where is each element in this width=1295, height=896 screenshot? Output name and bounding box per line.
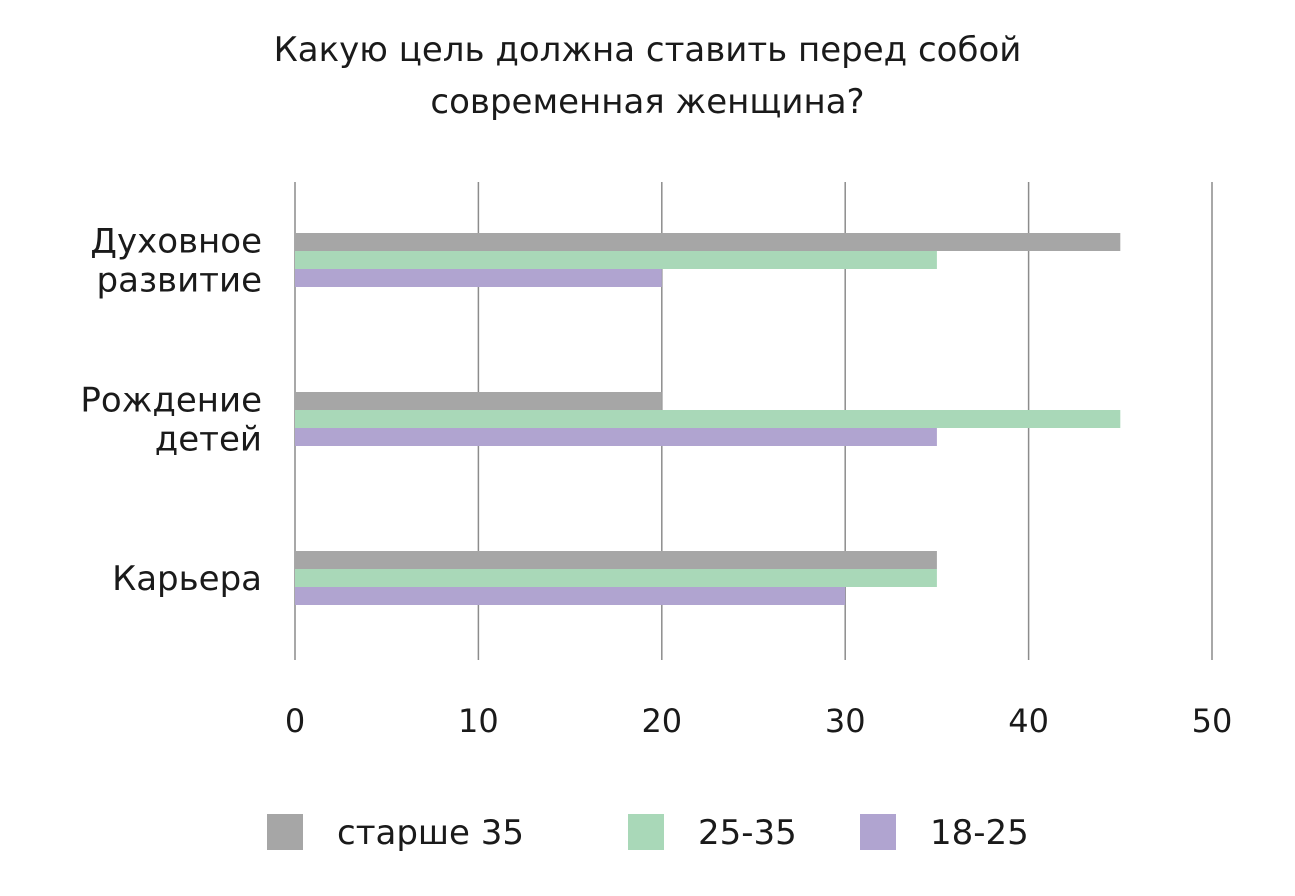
bar-cat2-series0	[295, 551, 937, 569]
x-tick-label-40: 40	[1008, 702, 1049, 740]
chart-title: Какую цель должна ставить перед собой со…	[0, 24, 1295, 128]
legend-swatch-1	[628, 814, 664, 850]
bar-cat2-series2	[295, 587, 846, 605]
x-tick-label-30: 30	[825, 702, 866, 740]
x-tick-labels: 0 10 20 30 40 50	[285, 702, 1233, 740]
x-tick-label-0: 0	[285, 702, 305, 740]
legend-label-1: 25-35	[698, 813, 797, 853]
category-label-1-line-0: Рождение	[80, 381, 262, 421]
bar-cat1-series1	[295, 410, 1121, 428]
bar-cat1-series0	[295, 392, 662, 410]
bars	[295, 233, 1121, 605]
category-label-0-line-0: Духовное	[90, 222, 262, 262]
x-tick-label-10: 10	[458, 702, 499, 740]
legend-label-2: 18-25	[930, 813, 1029, 853]
bar-cat2-series1	[295, 569, 937, 587]
category-label-2-line-0: Карьера	[112, 559, 262, 599]
category-label-0-line-1: развитие	[97, 261, 262, 301]
bar-cat0-series2	[295, 269, 662, 287]
chart-title-line-2: современная женщина?	[430, 82, 865, 122]
legend-label-0: старше 35	[337, 813, 524, 853]
x-tick-label-20: 20	[641, 702, 682, 740]
bar-cat0-series0	[295, 233, 1121, 251]
legend-swatch-0	[267, 814, 303, 850]
category-label-1-line-1: детей	[155, 420, 262, 460]
legend-swatch-2	[860, 814, 896, 850]
legend: старше 35 25-35 18-25	[267, 813, 1029, 853]
x-tick-label-50: 50	[1192, 702, 1233, 740]
chart-title-line-1: Какую цель должна ставить перед собой	[273, 30, 1022, 70]
bar-cat1-series2	[295, 428, 937, 446]
bar-cat0-series1	[295, 251, 937, 269]
